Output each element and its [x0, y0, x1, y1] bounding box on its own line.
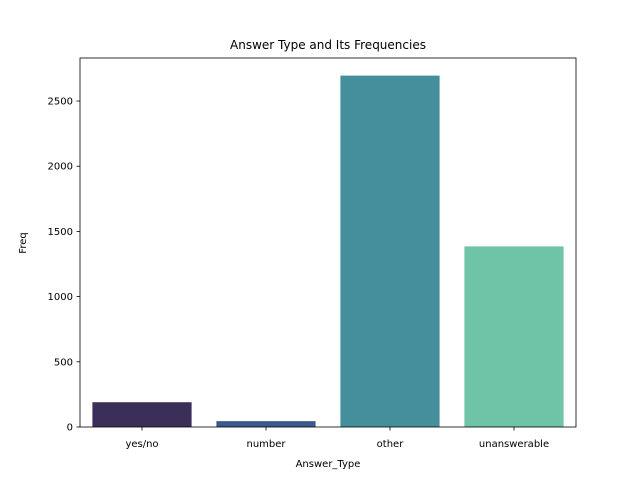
- bar-yes-no: [92, 402, 192, 427]
- bar-other: [340, 75, 440, 427]
- bar-unanswerable: [464, 246, 564, 427]
- y-tick-label-2000: 2000: [48, 162, 73, 173]
- bar-number: [216, 421, 316, 427]
- x-tick-label-yes-no: yes/no: [125, 439, 158, 450]
- y-tick-label-1000: 1000: [48, 292, 73, 303]
- y-ticks-group: 0 500 1000 1500 2000 2500: [48, 97, 80, 434]
- x-tick-label-other: other: [377, 439, 405, 450]
- x-axis-label: Answer_Type: [296, 459, 361, 470]
- y-tick-label-500: 500: [54, 357, 73, 368]
- x-tick-label-number: number: [246, 439, 286, 450]
- y-tick-label-1500: 1500: [48, 227, 73, 238]
- y-axis-label: Freq: [18, 232, 29, 253]
- bars-group: [92, 75, 564, 427]
- y-tick-label-2500: 2500: [48, 97, 73, 108]
- x-tick-label-unanswerable: unanswerable: [479, 439, 549, 450]
- x-ticks-group: yes/no number other unanswerable: [125, 427, 549, 450]
- y-tick-label-0: 0: [67, 423, 73, 434]
- chart-title: Answer Type and Its Frequencies: [230, 38, 426, 52]
- plot-area-frame: [79, 57, 577, 428]
